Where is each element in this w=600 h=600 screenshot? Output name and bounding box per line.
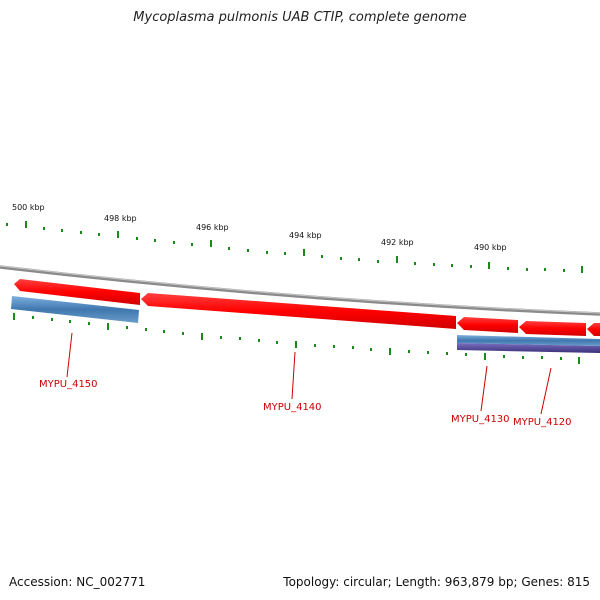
tick-mark <box>154 239 156 242</box>
scale-label-490: 490 kbp <box>474 243 507 252</box>
tick-mark <box>358 258 360 261</box>
tick-mark <box>266 251 268 254</box>
genome-summary: Topology: circular; Length: 963,879 bp; … <box>283 575 590 589</box>
gene-feature-mypu-4140[interactable] <box>141 293 456 329</box>
tick-mark <box>25 221 27 228</box>
scale-label-496: 496 kbp <box>196 223 229 232</box>
tick-mark <box>276 341 278 344</box>
tick-mark <box>126 326 128 329</box>
tick-mark <box>340 257 342 260</box>
gene-label-mypu-4120[interactable]: MYPU_4120 <box>513 417 572 428</box>
scale-label-494: 494 kbp <box>289 231 322 240</box>
tick-mark <box>228 247 230 250</box>
cds-track <box>11 296 600 353</box>
tick-mark <box>51 318 53 321</box>
tick-mark <box>503 355 505 358</box>
tick-mark <box>488 262 490 269</box>
tick-mark <box>408 350 410 353</box>
tick-mark <box>239 337 241 340</box>
tick-mark <box>541 356 543 359</box>
leader-mypu-4140 <box>291 351 296 400</box>
tick-mark <box>32 316 34 319</box>
gene-label-mypu-4130[interactable]: MYPU_4130 <box>451 414 510 425</box>
tick-mark <box>191 243 193 246</box>
gene-feature-partial[interactable] <box>587 323 600 336</box>
tick-mark <box>433 263 435 266</box>
tick-mark <box>581 266 583 273</box>
tick-mark <box>117 231 119 238</box>
tick-mark <box>314 344 316 347</box>
scale-labels: 500 kbp 498 kbp 496 kbp 494 kbp 492 kbp … <box>12 203 507 252</box>
upper-tick-track <box>6 221 583 273</box>
tick-mark <box>560 357 562 360</box>
gene-label-mypu-4140[interactable]: MYPU_4140 <box>263 402 322 413</box>
scale-label-492: 492 kbp <box>381 238 414 247</box>
cds-feature-mypu-4130-blue[interactable] <box>457 335 600 346</box>
tick-mark <box>427 351 429 354</box>
tick-mark <box>107 323 109 330</box>
tick-mark <box>201 333 203 340</box>
genome-backbone <box>0 265 600 316</box>
gene-track <box>14 279 600 336</box>
gene-label-mypu-4150[interactable]: MYPU_4150 <box>39 379 98 390</box>
gene-labels: MYPU_4150 MYPU_4140 MYPU_4130 MYPU_4120 <box>39 379 572 428</box>
leader-mypu-4130 <box>480 365 488 412</box>
label-leaders <box>66 332 552 415</box>
tick-mark <box>145 328 147 331</box>
tick-mark <box>258 339 260 342</box>
cds-feature-mypu-4150[interactable] <box>11 296 139 323</box>
tick-mark <box>61 229 63 232</box>
tick-mark <box>333 345 335 348</box>
tick-mark <box>507 267 509 270</box>
lower-tick-track <box>13 313 580 364</box>
tick-mark <box>69 320 71 323</box>
tick-mark <box>321 255 323 258</box>
tick-mark <box>522 356 524 359</box>
tick-mark <box>370 348 372 351</box>
tick-mark <box>451 264 453 267</box>
tick-mark <box>303 249 305 256</box>
tick-mark <box>377 260 379 263</box>
tick-mark <box>80 231 82 234</box>
tick-mark <box>13 313 15 320</box>
tick-mark <box>470 265 472 268</box>
tick-mark <box>6 223 8 226</box>
tick-mark <box>210 240 212 247</box>
tick-mark <box>284 252 286 255</box>
tick-mark <box>247 249 249 252</box>
tick-mark <box>98 233 100 236</box>
tick-mark <box>43 227 45 230</box>
tick-mark <box>396 256 398 263</box>
genome-title: Mycoplasma pulmonis UAB CTIP, complete g… <box>133 10 467 25</box>
tick-mark <box>414 262 416 265</box>
scale-label-498: 498 kbp <box>104 214 137 223</box>
cds-feature-mypu-4130-purple[interactable] <box>457 343 600 353</box>
tick-mark <box>136 237 138 240</box>
tick-mark <box>563 269 565 272</box>
tick-mark <box>446 352 448 355</box>
accession-label: Accession: NC_002771 <box>9 575 146 589</box>
scale-label-500: 500 kbp <box>12 203 45 212</box>
tick-mark <box>295 341 297 348</box>
tick-mark <box>173 241 175 244</box>
tick-mark <box>182 332 184 335</box>
gene-feature-mypu-4130[interactable] <box>457 317 518 333</box>
tick-mark <box>465 353 467 356</box>
tick-mark <box>526 268 528 271</box>
gene-feature-mypu-4150[interactable] <box>14 279 140 305</box>
tick-mark <box>389 348 391 355</box>
genome-backbone-highlight <box>0 265 600 314</box>
tick-mark <box>88 322 90 325</box>
tick-mark <box>578 357 580 364</box>
tick-mark <box>352 346 354 349</box>
leader-mypu-4120 <box>540 367 552 415</box>
gene-feature-mypu-4120[interactable] <box>519 321 586 336</box>
tick-mark <box>484 353 486 360</box>
leader-mypu-4150 <box>66 332 73 378</box>
tick-mark <box>163 330 165 333</box>
tick-mark <box>220 336 222 339</box>
tick-mark <box>544 268 546 271</box>
